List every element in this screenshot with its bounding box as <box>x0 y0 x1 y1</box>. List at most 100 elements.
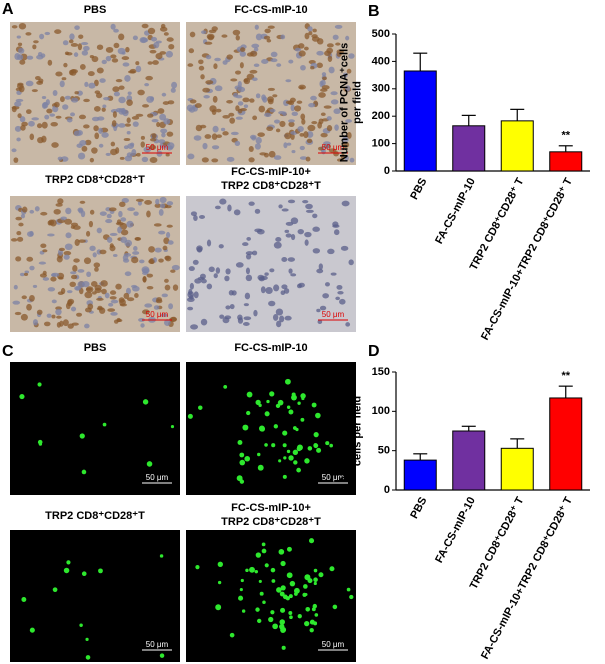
cell <box>322 293 330 299</box>
y-axis-title-line: Number of PCNA⁺cells <box>338 43 350 163</box>
cell <box>139 259 145 264</box>
cell <box>51 314 56 319</box>
cell <box>118 123 126 128</box>
cell <box>254 24 259 30</box>
cell <box>260 275 268 281</box>
cell <box>254 569 259 574</box>
cell <box>166 224 173 228</box>
cell <box>313 568 318 573</box>
cell <box>144 200 153 205</box>
cell <box>85 287 93 291</box>
cell <box>149 156 158 164</box>
cell <box>50 276 57 282</box>
cell <box>159 196 167 204</box>
cell <box>160 128 168 134</box>
cell <box>255 137 262 144</box>
cell <box>228 290 234 296</box>
micrograph <box>10 530 180 662</box>
cell <box>112 86 120 93</box>
cell <box>307 26 313 32</box>
cell <box>73 130 81 137</box>
cell <box>38 261 47 265</box>
cell <box>261 94 266 101</box>
cell <box>303 584 308 589</box>
cell <box>208 29 217 34</box>
cell <box>77 152 86 160</box>
cell <box>297 229 305 235</box>
cell <box>273 424 278 429</box>
cell <box>55 71 63 77</box>
cell <box>119 201 126 208</box>
cell <box>110 299 119 304</box>
cell <box>17 113 22 119</box>
cell <box>327 248 335 255</box>
cell <box>49 113 56 117</box>
cell <box>258 579 262 583</box>
cell <box>288 59 294 64</box>
cell <box>89 245 96 252</box>
cell <box>304 32 310 40</box>
cell <box>329 566 335 572</box>
cell <box>79 63 86 70</box>
cell <box>148 246 155 253</box>
cell <box>286 572 293 579</box>
panel-label: B <box>368 3 380 20</box>
cell <box>282 474 287 479</box>
cell <box>79 623 83 628</box>
cell <box>303 131 309 139</box>
x-tick-label: PBS <box>408 495 429 521</box>
cell <box>161 132 166 138</box>
cell <box>96 297 104 301</box>
cell <box>109 296 117 300</box>
cell <box>248 157 255 163</box>
cell <box>311 402 317 408</box>
cell <box>288 409 294 415</box>
image-title: FC-CS-mIP-10 <box>234 4 307 16</box>
cell <box>20 124 26 131</box>
cell <box>42 101 49 109</box>
cell <box>58 276 64 280</box>
cell <box>142 309 150 315</box>
cell <box>120 236 128 243</box>
micrograph <box>186 196 356 332</box>
cell <box>120 229 129 236</box>
cell <box>42 277 50 281</box>
cell <box>15 256 22 262</box>
cell <box>299 133 305 137</box>
cell <box>85 655 91 660</box>
image-title: FC-CS-mIP-10+ <box>231 166 311 178</box>
cell <box>63 567 70 574</box>
cell <box>243 303 249 307</box>
cell <box>69 33 75 40</box>
cell <box>115 283 122 290</box>
cell <box>108 302 114 307</box>
cell <box>202 87 211 93</box>
cell <box>17 42 23 47</box>
cell <box>70 222 79 227</box>
image-title: FC-CS-mIP-10+ <box>231 502 311 514</box>
cell <box>65 232 72 239</box>
cell <box>198 405 203 410</box>
cell <box>126 287 131 295</box>
cell <box>208 266 215 273</box>
cell <box>214 85 223 92</box>
cell <box>97 116 105 121</box>
cell <box>296 467 301 473</box>
cell <box>18 22 27 30</box>
cell <box>277 399 284 406</box>
cell <box>212 125 219 133</box>
cell <box>109 232 118 236</box>
cell <box>265 287 273 294</box>
cell <box>104 292 110 299</box>
cell <box>284 229 290 233</box>
cell <box>252 250 258 256</box>
cell <box>294 105 302 112</box>
cell <box>280 560 286 567</box>
cell <box>299 145 305 151</box>
cell <box>118 33 125 41</box>
cell <box>334 124 339 131</box>
cell <box>264 411 270 417</box>
y-tick-label: 200 <box>372 110 390 122</box>
cell <box>235 262 244 268</box>
cell <box>152 60 159 65</box>
